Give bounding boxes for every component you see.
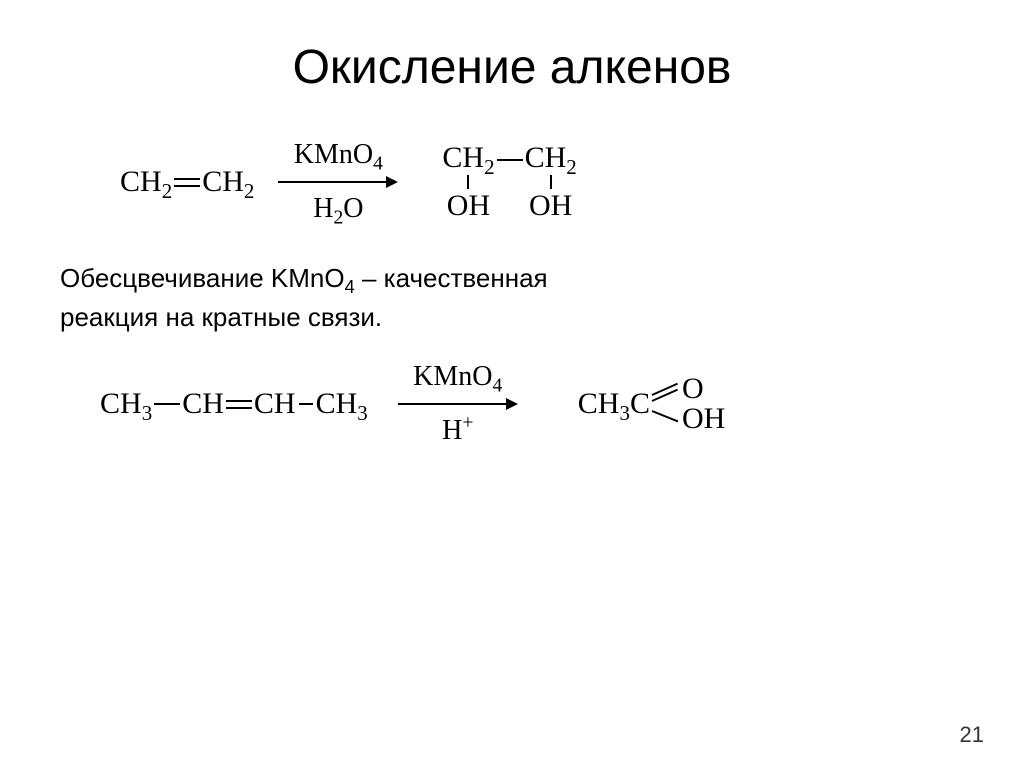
reaction-1: CH2 CH2 KMnO4 H2O CH2: [120, 135, 964, 229]
atom-oh-c: OH: [682, 404, 725, 434]
bond-vertical-icon: [550, 175, 552, 189]
label-sub: 2: [162, 179, 173, 203]
label-ch: CH: [525, 141, 567, 174]
label-ch: CH: [442, 141, 484, 174]
label-sub: 4: [373, 154, 383, 175]
bond-single-diag-icon: [652, 406, 680, 432]
arrow-bottom-label: H2O: [313, 195, 363, 223]
label-ch: CH: [202, 165, 244, 198]
reactant-butene: CH3 CH CH CH3: [100, 389, 368, 419]
label-sub: 2: [566, 155, 577, 179]
bond-single-icon: [299, 403, 313, 405]
label-h: H: [442, 415, 462, 446]
label-ch: CH: [100, 387, 142, 420]
slide: Окисление алкенов CH2 CH2 KMnO4 H2O: [0, 0, 1024, 768]
atom-ch-b: CH: [254, 389, 296, 419]
bond-single-icon: [497, 159, 523, 161]
label-ch: CH: [578, 387, 620, 420]
reaction-arrow-2: KMnO4 H+: [398, 357, 518, 451]
label-ch: CH: [316, 387, 358, 420]
label-ch: CH: [120, 165, 162, 198]
label-sub: 3: [142, 401, 153, 425]
arrow-top-label-2: KMnO4: [413, 363, 502, 391]
label-sub: 4: [493, 376, 503, 397]
arrow-bottom-label-2: H+: [442, 417, 473, 445]
note-part-a: Обесцвечивание KMnO: [60, 263, 345, 293]
product-top-row: CH2 OH CH2 OH: [442, 143, 576, 221]
label-c: C: [630, 387, 650, 420]
arrow-top-label: KMnO4: [294, 141, 383, 169]
bond-double-diag-icon: [652, 376, 680, 402]
note-line-2: реакция на кратные связи.: [60, 298, 964, 337]
label-sub: 2: [244, 179, 255, 203]
atom-ch2-a: CH2: [120, 167, 172, 197]
label-sub: 3: [357, 401, 368, 425]
col-left: CH2 OH: [442, 143, 494, 221]
acid-top-branch: O: [652, 374, 725, 404]
arrow-icon: [278, 175, 398, 189]
label-sub: 3: [619, 401, 630, 425]
acid-branch: O OH: [652, 374, 725, 434]
product-acetic-acid: CH3C O OH: [578, 374, 726, 434]
acid-base-label: CH3C: [578, 389, 650, 419]
atom-ch2-d: CH2: [525, 143, 577, 173]
col-right: CH2 OH: [525, 143, 577, 221]
atom-o: O: [682, 374, 704, 404]
note-sub: 4: [345, 277, 355, 297]
label-sup: +: [462, 413, 473, 434]
atom-ch3-b: CH3: [316, 389, 368, 419]
bond-vertical-icon: [467, 175, 469, 189]
bond-double-icon: [226, 400, 252, 409]
slide-title: Окисление алкенов: [60, 40, 964, 95]
atom-ch2-c: CH2: [442, 143, 494, 173]
note-line-1: Обесцвечивание KMnO4 – качественная: [60, 259, 964, 298]
atom-ch2-b: CH2: [202, 167, 254, 197]
label-sub: 2: [333, 208, 343, 229]
label-sub: 2: [484, 155, 495, 179]
atom-oh-a: OH: [447, 191, 490, 221]
acid-bot-branch: OH: [652, 404, 725, 434]
atom-oh-b: OH: [529, 191, 572, 221]
label-kmno: KMnO: [294, 139, 373, 170]
reactant-ethene: CH2 CH2: [120, 167, 254, 197]
atom-ch-a: CH: [182, 389, 224, 419]
note-part-b: – качественная: [355, 263, 548, 293]
product-glycol: CH2 OH CH2 OH: [442, 143, 576, 221]
atom-ch3-a: CH3: [100, 389, 152, 419]
note-text: Обесцвечивание KMnO4 – качественная реак…: [60, 259, 964, 337]
label-o: O: [343, 193, 363, 224]
label-h: H: [313, 193, 333, 224]
slide-number: 21: [960, 722, 984, 748]
label-kmno: KMnO: [413, 361, 492, 392]
arrow-icon: [398, 397, 518, 411]
reaction-2: CH3 CH CH CH3 KMnO4 H+ CH3C: [100, 357, 964, 451]
reaction-arrow-1: KMnO4 H2O: [278, 135, 398, 229]
bond-double-icon: [174, 178, 200, 187]
bond-single-icon: [154, 403, 180, 405]
